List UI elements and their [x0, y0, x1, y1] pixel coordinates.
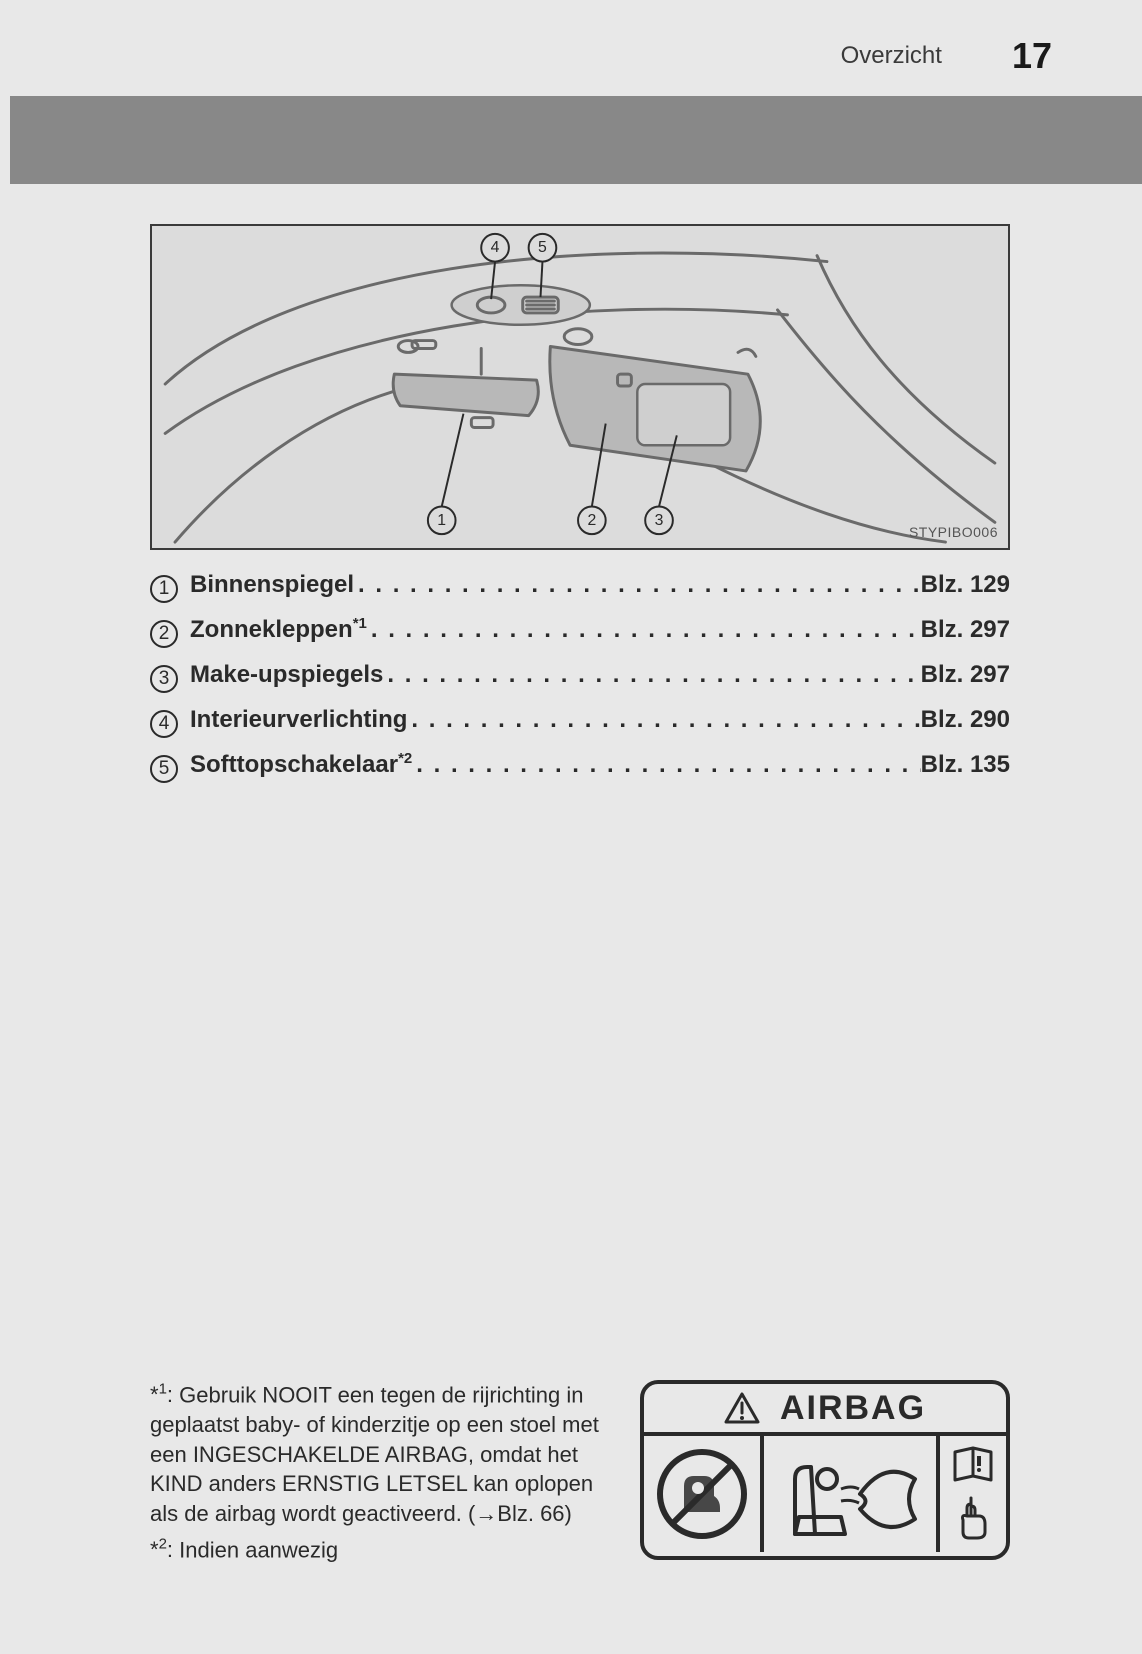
svg-text:4: 4 — [491, 239, 500, 256]
footnotes: *1: Gebruik NOOIT een tegen de rijrichti… — [150, 1380, 1010, 1571]
list-item: 2 Zonnekleppen*1 . . . . . . . . . . . .… — [150, 615, 1010, 646]
footnote: *2: Indien aanwezig — [150, 1535, 620, 1565]
footnote-text: Gebruik NOOIT een tegen de rijrichting i… — [150, 1382, 599, 1526]
item-number: 3 — [150, 665, 178, 693]
footnotes-text: *1: Gebruik NOOIT een tegen de rijrichti… — [150, 1380, 620, 1571]
item-list: 1 Binnenspiegel . . . . . . . . . . . . … — [150, 570, 1010, 781]
airbag-header: AIRBAG — [644, 1384, 1006, 1436]
footnote-text: Indien aanwezig — [179, 1537, 338, 1562]
item-page: Blz. 135 — [921, 751, 1010, 779]
leader-dots: . . . . . . . . . . . . . . . . . . . . … — [383, 661, 920, 689]
callout-3: 3 — [645, 507, 673, 535]
page-header: Overzicht 17 — [0, 36, 1142, 76]
content: 1 2 3 4 5 STYPIBO006 — [150, 224, 1010, 795]
footnote-mark: *1: — [150, 1382, 173, 1407]
item-label: Binnenspiegel — [190, 570, 354, 599]
item-label: Softtopschakelaar*2 — [190, 750, 412, 779]
item-page: Blz. 129 — [921, 571, 1010, 599]
callout-5: 5 — [529, 234, 557, 262]
airbag-body — [644, 1436, 1006, 1552]
footnote: *1: Gebruik NOOIT een tegen de rijrichti… — [150, 1380, 620, 1529]
svg-text:2: 2 — [587, 512, 596, 529]
list-item: 5 Softtopschakelaar*2 . . . . . . . . . … — [150, 750, 1010, 781]
leader-dots: . . . . . . . . . . . . . . . . . . . . … — [412, 751, 920, 779]
diagram-code: STYPIBO006 — [909, 524, 998, 540]
airbag-manual-icons — [936, 1436, 1006, 1552]
item-page: Blz. 297 — [921, 616, 1010, 644]
callout-2: 2 — [578, 507, 606, 535]
airbag-deploy-icon — [764, 1436, 936, 1552]
warning-triangle-icon — [724, 1392, 760, 1424]
item-number: 5 — [150, 755, 178, 783]
item-number: 2 — [150, 620, 178, 648]
manual-book-icon — [951, 1446, 995, 1484]
interior-diagram: 1 2 3 4 5 STYPIBO006 — [150, 224, 1010, 550]
diagram-svg: 1 2 3 4 5 — [152, 226, 1008, 548]
item-label: Zonnekleppen*1 — [190, 615, 367, 644]
svg-text:5: 5 — [538, 239, 547, 256]
footnote-mark: *2: — [150, 1537, 173, 1562]
airbag-warning-label: AIRBAG — [640, 1380, 1010, 1560]
svg-text:1: 1 — [437, 512, 446, 529]
page-number: 17 — [1012, 35, 1052, 77]
section-title: Overzicht — [841, 42, 942, 70]
item-label: Interieurverlichting — [190, 705, 407, 734]
leader-dots: . . . . . . . . . . . . . . . . . . . . … — [407, 706, 920, 734]
airbag-title: AIRBAG — [780, 1389, 926, 1428]
item-page: Blz. 297 — [921, 661, 1010, 689]
leader-dots: . . . . . . . . . . . . . . . . . . . . … — [367, 616, 921, 644]
page: Overzicht 17 — [0, 0, 1142, 1654]
airbag-prohibit-icon — [644, 1436, 764, 1552]
list-item: 3 Make-upspiegels . . . . . . . . . . . … — [150, 660, 1010, 691]
header-banner — [10, 96, 1142, 184]
item-number: 4 — [150, 710, 178, 738]
callout-4: 4 — [481, 234, 509, 262]
leader-dots: . . . . . . . . . . . . . . . . . . . . … — [354, 571, 921, 599]
callout-1: 1 — [428, 507, 456, 535]
item-page: Blz. 290 — [921, 706, 1010, 734]
item-number: 1 — [150, 575, 178, 603]
svg-text:3: 3 — [655, 512, 664, 529]
list-item: 4 Interieurverlichting . . . . . . . . .… — [150, 705, 1010, 736]
item-label: Make-upspiegels — [190, 660, 383, 689]
pointing-hand-icon — [953, 1494, 993, 1542]
list-item: 1 Binnenspiegel . . . . . . . . . . . . … — [150, 570, 1010, 601]
